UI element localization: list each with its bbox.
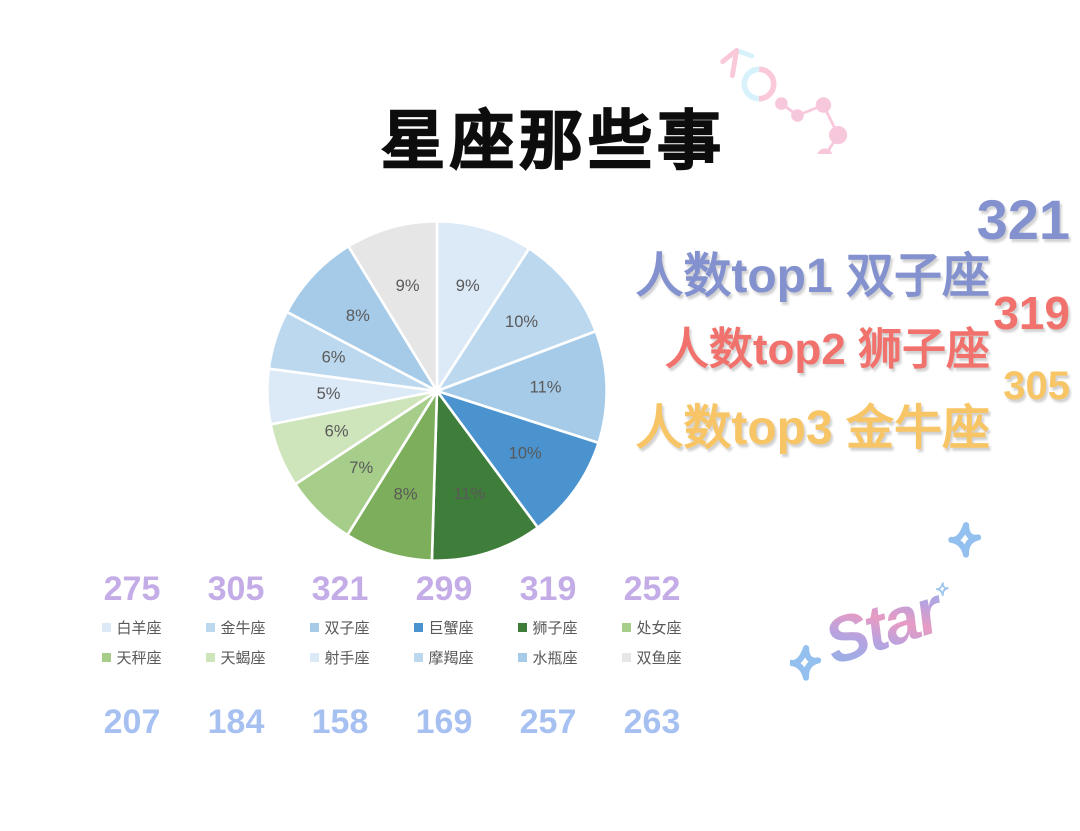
- svg-text:11%: 11%: [453, 484, 485, 503]
- svg-text:6%: 6%: [322, 347, 346, 366]
- svg-text:Star: Star: [816, 572, 954, 678]
- svg-text:10%: 10%: [505, 312, 538, 331]
- svg-text:7%: 7%: [349, 458, 373, 477]
- svg-text:6%: 6%: [325, 422, 349, 441]
- svg-text:10%: 10%: [509, 444, 542, 463]
- svg-text:8%: 8%: [346, 306, 370, 325]
- svg-text:9%: 9%: [396, 276, 420, 295]
- svg-text:9%: 9%: [456, 276, 480, 295]
- svg-text:5%: 5%: [317, 384, 341, 403]
- svg-text:11%: 11%: [530, 378, 562, 397]
- svg-text:8%: 8%: [394, 484, 418, 503]
